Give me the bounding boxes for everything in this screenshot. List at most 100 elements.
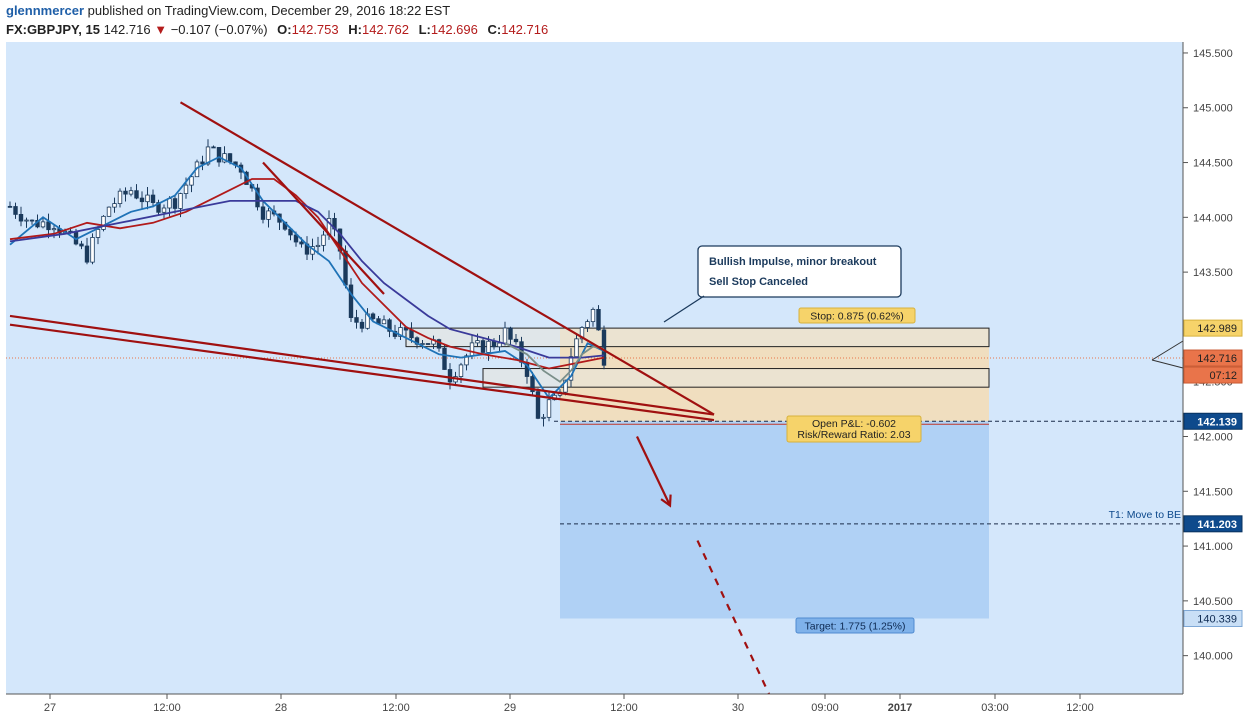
candle-body [398,327,403,337]
x-tick-label: 29 [504,702,516,714]
candle-body [200,161,205,165]
range-boxes [405,327,990,388]
open-value: 142.753 [291,22,339,37]
candle-body [541,416,546,419]
chart-header: glennmercer published on TradingView.com… [0,0,1243,40]
x-axis-ticks: 27 12:00 28 12:00 29 12:00 30 09:00 2017 03:00 12:… [44,694,1094,714]
y-tick-label: 141.500 [1193,486,1233,498]
target-label: Target: 1.775 (1.25%) [805,621,906,633]
target-badge: 140.339 [1197,613,1237,625]
symbol-label: FX:GBPJPY, 15 [6,22,100,37]
candle-body [24,219,29,222]
candle-body [222,153,227,163]
high-label: H: [348,22,362,37]
callout-line2: Sell Stop Canceled [709,276,808,288]
t1-label: T1: Move to BE [1109,509,1181,521]
entry-badge-bg [1183,412,1243,430]
trendline-2 [9,314,715,416]
candle-body [563,379,568,393]
callout-pointer [663,295,705,323]
candle-body [40,221,46,228]
y-tick-label: 141.000 [1193,541,1233,553]
x-tick-label: 12:00 [153,702,181,714]
author-name[interactable]: glennmercer [6,3,85,18]
trendline-3 [9,323,715,422]
candle-body [260,206,266,220]
trendline-4 [262,161,385,295]
countdown-badge: 07:12 [1209,370,1237,382]
candle-body [84,245,90,263]
callout[interactable]: Bullish Impulse, minor breakout Sell Stop… [663,245,902,323]
candle-body [486,340,491,353]
candle-body [216,147,222,163]
y-tick-label: 143.500 [1193,267,1233,279]
x-tick-label: 27 [44,702,56,714]
candle-body [502,327,508,344]
candle-body [150,194,156,203]
candle-body [106,206,112,217]
candle-body [497,342,502,348]
open-label: O: [277,22,292,37]
candle-body [530,376,535,393]
target-zone [560,421,989,619]
moving-average-line-4 [504,342,605,383]
candle-body [425,343,431,345]
candle-body [458,364,464,377]
candle-body [112,203,117,208]
low-label: L: [418,22,431,37]
y-axis-ticks: 140.000140.500141.000141.500142.000142.5… [1183,48,1233,663]
candle-body [178,193,183,209]
candle-body [156,202,161,213]
candle-body [101,215,106,230]
pnl-box-bg [786,415,922,443]
candle-body [585,321,590,328]
stop-badge-bg [1183,319,1243,337]
candle-body [321,234,326,246]
stop-label-bg [798,307,916,324]
stop-badge: 142.989 [1197,323,1237,335]
change-value: −0.107 (−0.07%) [170,22,268,37]
candle-body [596,309,601,331]
candle-body [513,338,519,343]
candle-body [183,184,189,194]
pointer-line-2 [1151,359,1184,369]
candle-body [161,207,167,213]
candle-body [7,205,13,208]
ohlc-bar: FX:GBPJPY, 15 142.716 ▼ −0.107 (−0.07%) … [6,22,548,37]
candle-body [370,313,376,320]
candle-body [172,198,178,209]
y-tick-label: 144.500 [1193,158,1233,170]
x-tick-label: 2017 [888,702,912,714]
entry-badge: 142.139 [1197,416,1237,428]
candle-body [508,327,513,340]
high-value: 142.762 [361,22,409,37]
candle-body [535,391,541,419]
change-arrow-icon: ▼ [154,22,168,37]
trendline-5 [636,436,671,506]
x-tick-label: 28 [275,702,287,714]
moving-average-line-3 [9,200,605,359]
position-labels: Stop: 0.875 (0.62%) Open P&L: -0.602Risk/… [786,307,1181,634]
candle-body [299,241,304,245]
candle-body [601,329,607,366]
x-tick-label: 12:00 [382,702,410,714]
callout-box [697,245,902,298]
candle-body [464,355,469,366]
candle-body [205,146,211,165]
candle-body [442,347,447,370]
candle-body [359,321,365,329]
last-price-badge-bg [1183,349,1243,367]
close-value: 142.716 [501,22,549,37]
last-price-badge: 142.716 [1197,353,1237,365]
candle-body [167,198,172,209]
y-tick-label: 142.000 [1193,431,1233,443]
x-tick-label: 12:00 [610,702,638,714]
y-tick-label: 140.000 [1193,651,1233,663]
callout-line1: Bullish Impulse, minor breakout [709,256,877,268]
low-value: 142.696 [430,22,478,37]
candle-body [354,317,359,323]
candle-body [447,369,453,383]
candle-body [420,343,425,345]
range-box-2 [482,368,990,388]
